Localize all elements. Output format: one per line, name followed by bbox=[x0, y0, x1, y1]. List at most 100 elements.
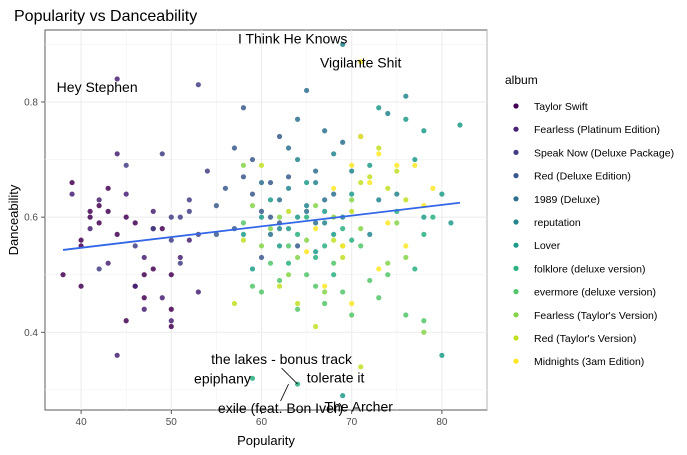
data-point bbox=[168, 237, 174, 243]
legend-key bbox=[513, 312, 519, 318]
data-point bbox=[294, 116, 301, 122]
data-point bbox=[421, 128, 427, 134]
data-point bbox=[412, 162, 418, 168]
data-point bbox=[249, 191, 256, 197]
data-point bbox=[249, 266, 256, 272]
data-point bbox=[367, 179, 373, 186]
data-point bbox=[114, 352, 120, 358]
data-point bbox=[358, 179, 364, 186]
point-annotations: I Think He Knows Hey Stephen Vigilante Shi… bbox=[57, 30, 402, 416]
data-point bbox=[249, 203, 256, 209]
data-point bbox=[69, 179, 75, 186]
data-point bbox=[403, 93, 409, 99]
data-point bbox=[313, 179, 319, 186]
data-point bbox=[421, 231, 427, 237]
data-point bbox=[141, 295, 147, 301]
data-point bbox=[294, 306, 301, 312]
data-point bbox=[313, 249, 319, 255]
data-point bbox=[403, 116, 409, 122]
data-point bbox=[69, 191, 75, 197]
y-tick-label: 0.4 bbox=[24, 328, 38, 339]
x-tick-label: 80 bbox=[436, 417, 448, 428]
data-point bbox=[258, 162, 265, 168]
data-point bbox=[303, 272, 310, 278]
data-point bbox=[303, 203, 310, 209]
data-point bbox=[421, 329, 427, 335]
x-tick-label: 60 bbox=[256, 417, 268, 428]
data-point bbox=[105, 208, 111, 214]
data-point bbox=[87, 214, 93, 220]
data-point bbox=[303, 237, 310, 243]
data-point bbox=[177, 254, 183, 261]
legend-key bbox=[513, 265, 519, 271]
data-point bbox=[267, 260, 274, 266]
chart-title: Popularity vs Danceability bbox=[14, 8, 197, 25]
data-point bbox=[249, 375, 256, 381]
data-point bbox=[331, 237, 337, 243]
data-point bbox=[240, 220, 247, 226]
data-point bbox=[313, 168, 319, 174]
data-point bbox=[394, 220, 400, 226]
data-point bbox=[114, 231, 120, 237]
data-point bbox=[358, 226, 364, 232]
trend-line bbox=[62, 201, 461, 251]
data-point bbox=[258, 254, 265, 261]
data-point bbox=[267, 179, 274, 186]
data-point bbox=[313, 323, 319, 330]
data-point bbox=[258, 179, 265, 186]
data-point bbox=[96, 197, 102, 203]
data-point bbox=[195, 82, 201, 88]
data-point bbox=[141, 272, 147, 278]
data-point bbox=[159, 295, 165, 301]
data-point bbox=[349, 312, 355, 318]
data-point bbox=[303, 214, 310, 220]
legend-label: 1989 (Deluxe) bbox=[534, 194, 600, 206]
data-point bbox=[276, 197, 283, 203]
data-point bbox=[213, 231, 219, 237]
data-point bbox=[240, 174, 247, 180]
data-point bbox=[394, 168, 400, 174]
data-point bbox=[403, 254, 409, 261]
data-point bbox=[340, 41, 346, 47]
legend-key bbox=[513, 196, 519, 202]
data-point bbox=[403, 243, 409, 249]
data-point bbox=[96, 203, 102, 209]
data-point bbox=[349, 162, 355, 168]
data-point bbox=[285, 272, 292, 278]
data-point bbox=[294, 254, 301, 261]
data-point bbox=[421, 318, 427, 324]
data-point bbox=[114, 76, 120, 82]
data-point bbox=[313, 203, 319, 209]
legend-label: reputation bbox=[534, 217, 581, 229]
data-point bbox=[204, 168, 210, 174]
data-point bbox=[87, 208, 93, 214]
data-point bbox=[258, 243, 265, 249]
data-point bbox=[403, 197, 409, 203]
data-point bbox=[141, 306, 147, 312]
data-point bbox=[96, 266, 102, 272]
data-point bbox=[240, 231, 247, 237]
legend-label: Lover bbox=[534, 240, 561, 252]
legend-label: evermore (deluxe version) bbox=[534, 287, 656, 299]
data-point bbox=[349, 208, 355, 214]
data-point bbox=[276, 133, 283, 140]
data-point bbox=[276, 283, 283, 289]
data-point bbox=[376, 266, 382, 272]
data-point bbox=[150, 266, 156, 272]
data-point bbox=[421, 214, 427, 220]
data-point bbox=[358, 243, 364, 249]
data-point bbox=[267, 197, 274, 203]
data-point bbox=[358, 364, 364, 370]
data-point bbox=[78, 237, 84, 243]
point-annotation: tolerate it bbox=[307, 369, 365, 385]
data-point bbox=[313, 283, 319, 289]
x-tick-label: 70 bbox=[346, 417, 358, 428]
data-point bbox=[150, 208, 156, 214]
data-point bbox=[213, 203, 219, 209]
legend-key bbox=[513, 219, 519, 225]
data-point bbox=[322, 289, 328, 295]
annotation-leader-lines bbox=[280, 367, 298, 402]
data-point bbox=[294, 231, 301, 237]
data-point bbox=[78, 283, 84, 289]
data-point bbox=[331, 191, 337, 197]
